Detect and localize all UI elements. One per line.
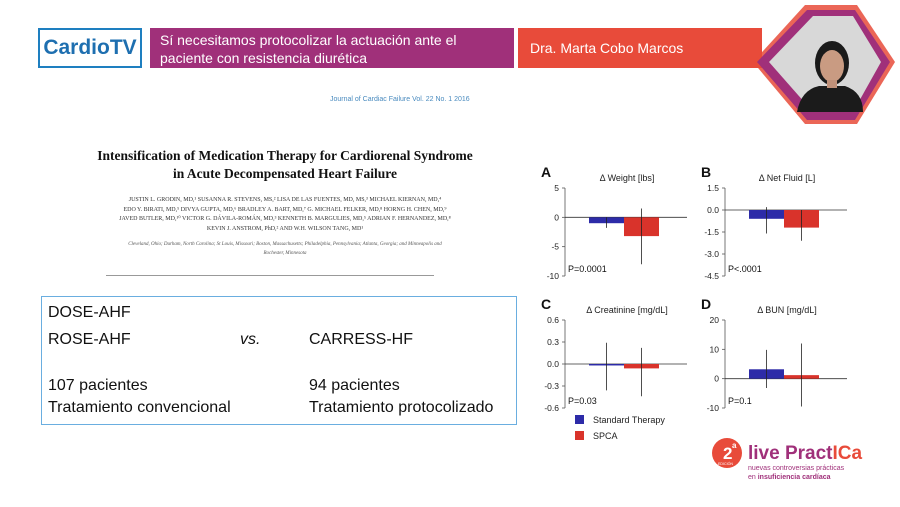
speaker-video-frame [753, 5, 895, 124]
y-tick-label: 20 [710, 315, 720, 325]
outcome-bar-charts: A Δ Weight [lbs] 5 0 -5 -10 P=0.0001 B Δ Net Flu… [541, 164, 847, 441]
legend-swatch-standard [575, 415, 584, 424]
right-patient-count: 94 pacientes [309, 377, 400, 394]
legend-label-spca: SPCA [593, 431, 618, 441]
brand-name: live PractICa [748, 443, 863, 464]
y-tick-label: -10 [707, 403, 720, 413]
edition-number: 2 [723, 444, 732, 463]
panel-title: Δ BUN [mg/dL] [757, 305, 817, 315]
authors-line: JUSTIN L. GRODIN, MD,¹ SUSANNA R. STEVEN… [128, 197, 442, 203]
y-tick-label: -10 [547, 271, 560, 281]
speaker-name: Dra. Marta Cobo Marcos [518, 28, 762, 68]
live-practica-brand: 2 a EDICIÓN live PractICa nuevas controv… [712, 438, 863, 481]
left-treatment: Tratamiento convencional [48, 399, 231, 416]
panel-letter: C [541, 296, 551, 312]
y-tick-label: 1.5 [707, 183, 719, 193]
panel-title: Δ Net Fluid [L] [759, 173, 816, 183]
talk-title: Sí necesitamos protocolizar la actuación… [150, 28, 514, 68]
paper-title-line2: in Acute Decompensated Heart Failure [173, 166, 397, 181]
y-tick-label: 5 [554, 183, 559, 193]
panel-letter: B [701, 164, 711, 180]
versus-label: vs. [240, 331, 261, 348]
panel-letter: D [701, 296, 711, 312]
affiliations-line: Rochester, Minnesota [263, 250, 307, 256]
y-tick-label: 10 [710, 344, 720, 354]
left-trial-1: DOSE-AHF [48, 304, 131, 321]
p-value-label: P=0.0001 [568, 264, 607, 274]
right-trial: CARRESS-HF [309, 331, 414, 348]
left-patient-count: 107 pacientes [48, 377, 148, 394]
y-tick-label: 0.6 [547, 315, 559, 325]
edition-sup: a [732, 441, 737, 450]
logo-text: CardioTV [43, 36, 137, 59]
edition-badge [712, 438, 742, 468]
brand-name-part1: live Pract [748, 443, 833, 464]
left-trial-2: ROSE-AHF [48, 331, 131, 348]
panel-title: Δ Weight [lbs] [600, 173, 655, 183]
y-tick-label: -4.5 [704, 271, 719, 281]
right-treatment: Tratamiento protocolizado [309, 399, 494, 416]
y-tick-label: -0.6 [544, 403, 559, 413]
paper-title: Intensification of Medication Therapy fo… [40, 147, 530, 183]
legend-swatch-spca [575, 431, 584, 440]
authors-line: KEVIN J. ANSTROM, PhD,² AND W.H. WILSON … [206, 225, 364, 232]
authors-line: JAVED BUTLER, MD,¹⁰ VICTOR G. DÁVILA-ROM… [119, 216, 451, 222]
cardiotv-logo: CardioTV [38, 28, 142, 68]
paper-title-line1: Intensification of Medication Therapy fo… [97, 148, 473, 163]
y-tick-label: 0 [554, 212, 559, 222]
y-tick-label: -5 [551, 242, 559, 252]
paper-authors: JUSTIN L. GRODIN, MD,¹ SUSANNA R. STEVEN… [60, 196, 510, 234]
y-tick-label: 0.0 [547, 359, 559, 369]
edition-word: EDICIÓN [718, 461, 733, 466]
y-tick-label: -1.5 [704, 227, 719, 237]
tagline-bold: insuficiencia cardíaca [758, 474, 831, 481]
brand-name-part2: ICa [833, 443, 863, 464]
p-value-label: P=0.03 [568, 396, 597, 406]
trial-comparison-box: DOSE-AHF ROSE-AHF vs. CARRESS-HF 107 pac… [41, 296, 517, 425]
panel-letter: A [541, 164, 551, 180]
brand-tagline-1: nuevas controversias prácticas [748, 465, 845, 472]
y-tick-label: 0.3 [547, 337, 559, 347]
y-tick-label: 0 [714, 374, 719, 384]
panel-title: Δ Creatinine [mg/dL] [586, 305, 668, 315]
paper-affiliations: Cleveland, Ohio; Durham, North Carolina;… [60, 241, 510, 258]
divider [106, 275, 434, 276]
y-tick-label: -3.0 [704, 249, 719, 259]
tagline-prefix: en [748, 474, 758, 481]
speaker-portrait [797, 41, 863, 112]
affiliations-line: Cleveland, Ohio; Durham, North Carolina;… [128, 242, 442, 247]
p-value-label: P=0.1 [728, 396, 752, 406]
legend-label-standard: Standard Therapy [593, 415, 665, 425]
authors-line: EDO Y. BIRATI, MD,⁵ DIVYA GUPTA, MD,⁶ BR… [123, 206, 447, 213]
p-value-label: P<.0001 [728, 264, 762, 274]
journal-citation: Journal of Cardiac Failure Vol. 22 No. 1… [330, 96, 470, 103]
y-tick-label: 0.0 [707, 205, 719, 215]
y-tick-label: -0.3 [544, 381, 559, 391]
brand-tagline-2: en insuficiencia cardíaca [748, 474, 831, 481]
